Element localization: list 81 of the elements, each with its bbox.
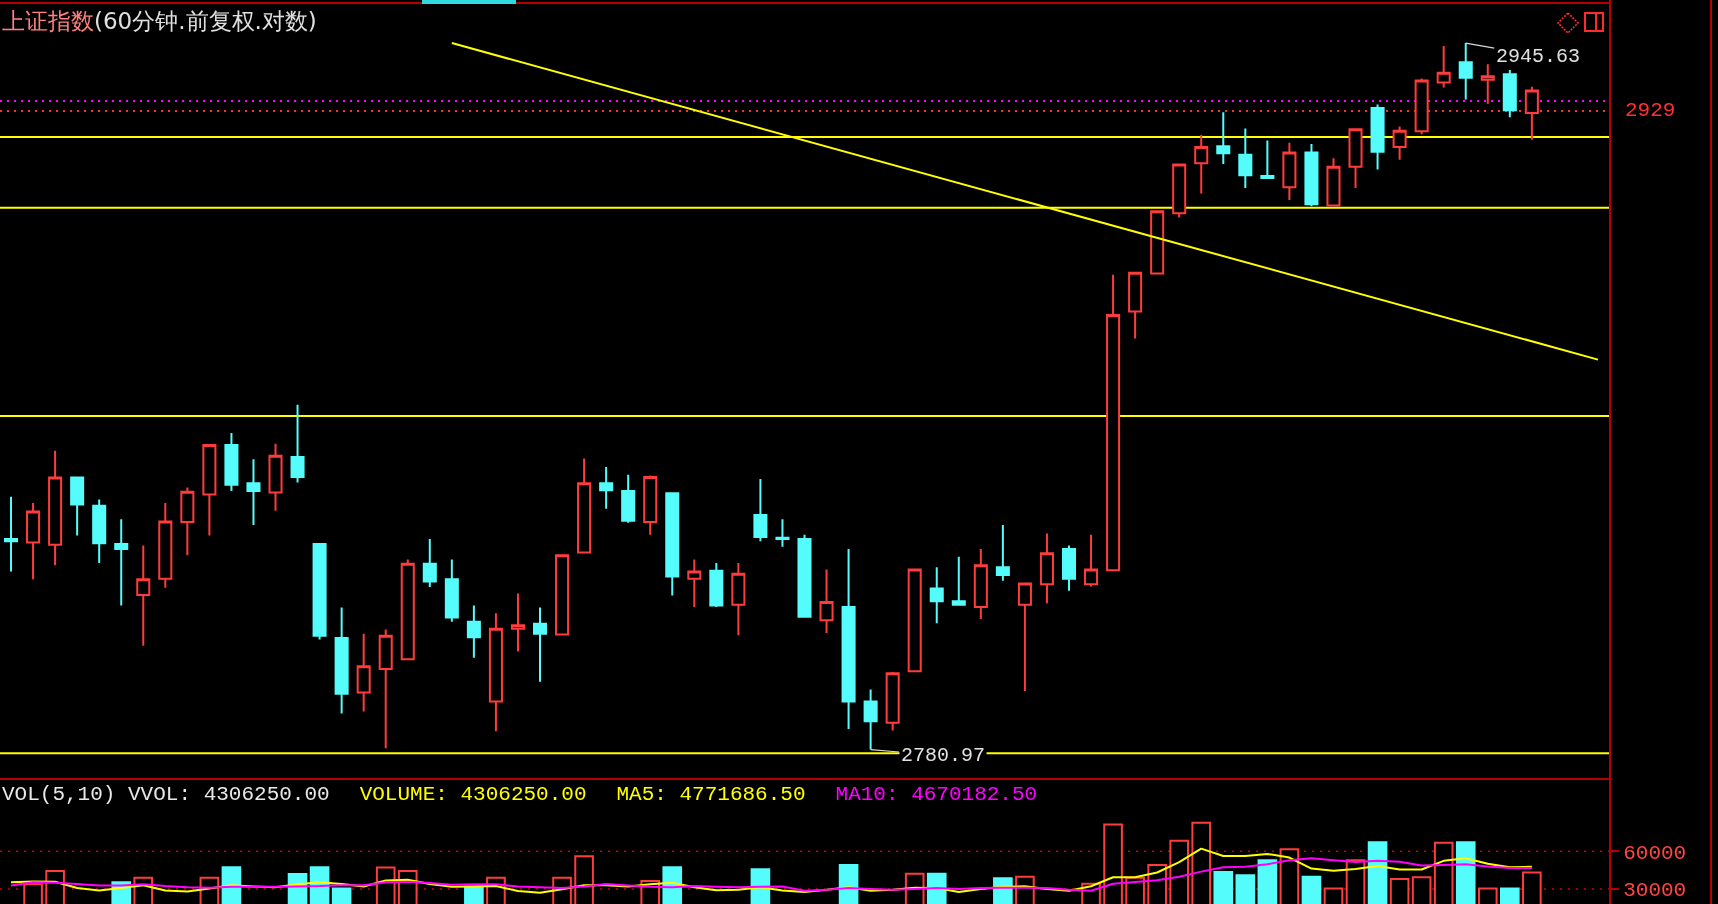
candlestick [48,449,63,567]
candlestick [246,458,261,526]
candlestick [731,562,746,637]
candlestick [268,442,283,512]
candlestick [709,562,724,608]
candlestick [290,403,305,484]
candlestick [70,476,85,537]
candlestick [488,612,503,733]
candlestick [577,457,592,554]
candlestick [312,543,327,641]
candlestick [1172,163,1187,219]
candlestick [599,465,614,510]
candlestick [1392,125,1407,161]
candlestick [1039,532,1054,605]
candlestick [1282,141,1297,201]
candlestick [400,558,415,661]
candlestick [1106,273,1121,572]
candlestick [1436,44,1451,89]
candlestick [158,502,173,589]
candlestick [555,554,570,636]
candlestick [973,547,988,620]
candlestick [1458,42,1473,101]
candlestick [929,566,944,625]
candlestick [797,533,812,618]
candlestick [1326,157,1341,207]
candlestick [510,592,525,653]
candlestick [665,492,680,597]
y-tick-label: 30000 [1623,879,1687,903]
candlestick [1260,139,1275,180]
candlestick [1480,63,1495,105]
y-tick-label: 60000 [1623,841,1687,865]
candlestick [1084,533,1099,588]
candlestick [995,523,1010,582]
chart-title: 上证指数 [2,8,94,35]
candlestick [136,544,151,647]
candlestick [643,474,658,536]
chart-subtitle: (60分钟.前复权.对数) [94,8,317,35]
candlestick [1502,68,1517,119]
candlestick [114,518,129,607]
candlestick [224,432,239,493]
candlestick [841,547,856,731]
candlestick [1348,128,1363,189]
candlestick [334,606,349,715]
candlestick [621,473,636,524]
candlestick [466,604,481,659]
candlestick [378,628,393,750]
chart-title: VOL(5,10) VVOL: 4306250.00 [2,783,330,808]
annotation: 2780.97 [901,744,986,767]
candlestick [92,498,107,565]
candlestick [1061,544,1077,592]
candlestick [775,518,790,548]
text: MA10: 4670182.50 [835,783,1038,808]
line-series [10,847,1533,894]
candlestick [1304,143,1319,208]
candlestick [907,568,922,673]
candlestick [885,670,900,732]
candlestick [532,606,548,683]
candlestick [422,538,437,589]
candlestick [1128,271,1143,340]
candlestick [180,486,195,557]
annotation: 2945.63 [1496,45,1581,68]
candlestick [1238,127,1253,189]
line-series [10,857,1533,892]
candlestick [444,558,459,623]
candlestick [863,688,878,751]
candlestick [1017,582,1032,692]
candlestick [687,558,702,608]
text: MA5: 4771686.50 [616,783,806,808]
candlestick [951,555,966,606]
candlestick [1194,133,1209,195]
candlestick [819,568,834,635]
text: 2929 [1625,99,1676,122]
chart-subtitle: VOLUME: 4306250.00 [359,783,587,808]
candlestick [1216,111,1231,165]
candlestick [4,495,19,573]
candlestick [26,502,41,581]
candlestick [356,632,371,713]
candlestick [753,478,768,543]
candlestick [1370,103,1385,171]
candlestick [202,444,217,537]
candlestick [1150,210,1165,275]
